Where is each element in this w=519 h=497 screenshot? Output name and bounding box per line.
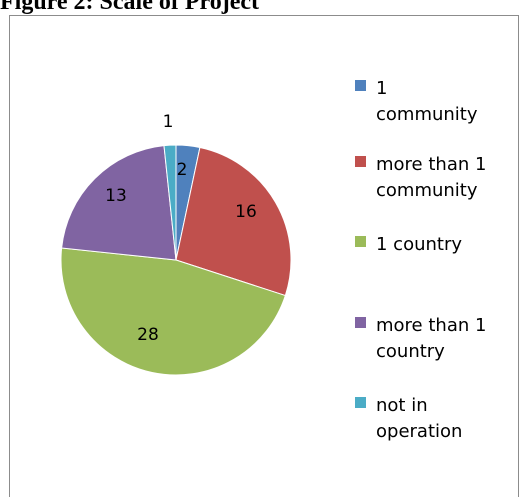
legend-entry-not-in-operation: not in operation (376, 395, 462, 442)
pie-slice-more-than-1-country (61, 145, 177, 261)
legend-swatch-more-than-1-community (355, 156, 366, 167)
legend-entry-1-community: 1 community (376, 78, 478, 125)
figure-caption: Figure 2: Scale of Project (0, 0, 260, 15)
data-label-1-country: 28 (137, 325, 159, 345)
legend-entry-1-country: 1 country (376, 234, 462, 255)
pie-slice-not-in-operation (163, 144, 177, 261)
legend-swatch-not-in-operation (355, 397, 366, 408)
data-label-more-than-1-community: 16 (235, 202, 257, 222)
data-label-not-in-operation: 1 (163, 112, 174, 132)
data-label-more-than-1-country: 13 (105, 186, 127, 206)
data-label-1-community: 2 (177, 160, 188, 180)
legend-swatch-more-than-1-country (355, 317, 366, 328)
legend-entry-more-than-1-community: more than 1 community (376, 154, 486, 201)
pie-slices (60, 144, 292, 376)
slice-labels: 2 16 28 13 1 (105, 112, 257, 345)
legend-entry-more-than-1-country: more than 1 country (376, 315, 486, 362)
pie-slice-more-than-1-community (175, 146, 292, 297)
pie-slice-1-country (60, 247, 287, 376)
legend: 1 community more than 1 community 1 country m… (355, 78, 486, 442)
legend-swatch-1-country (355, 236, 366, 247)
legend-swatch-1-community (355, 80, 366, 91)
